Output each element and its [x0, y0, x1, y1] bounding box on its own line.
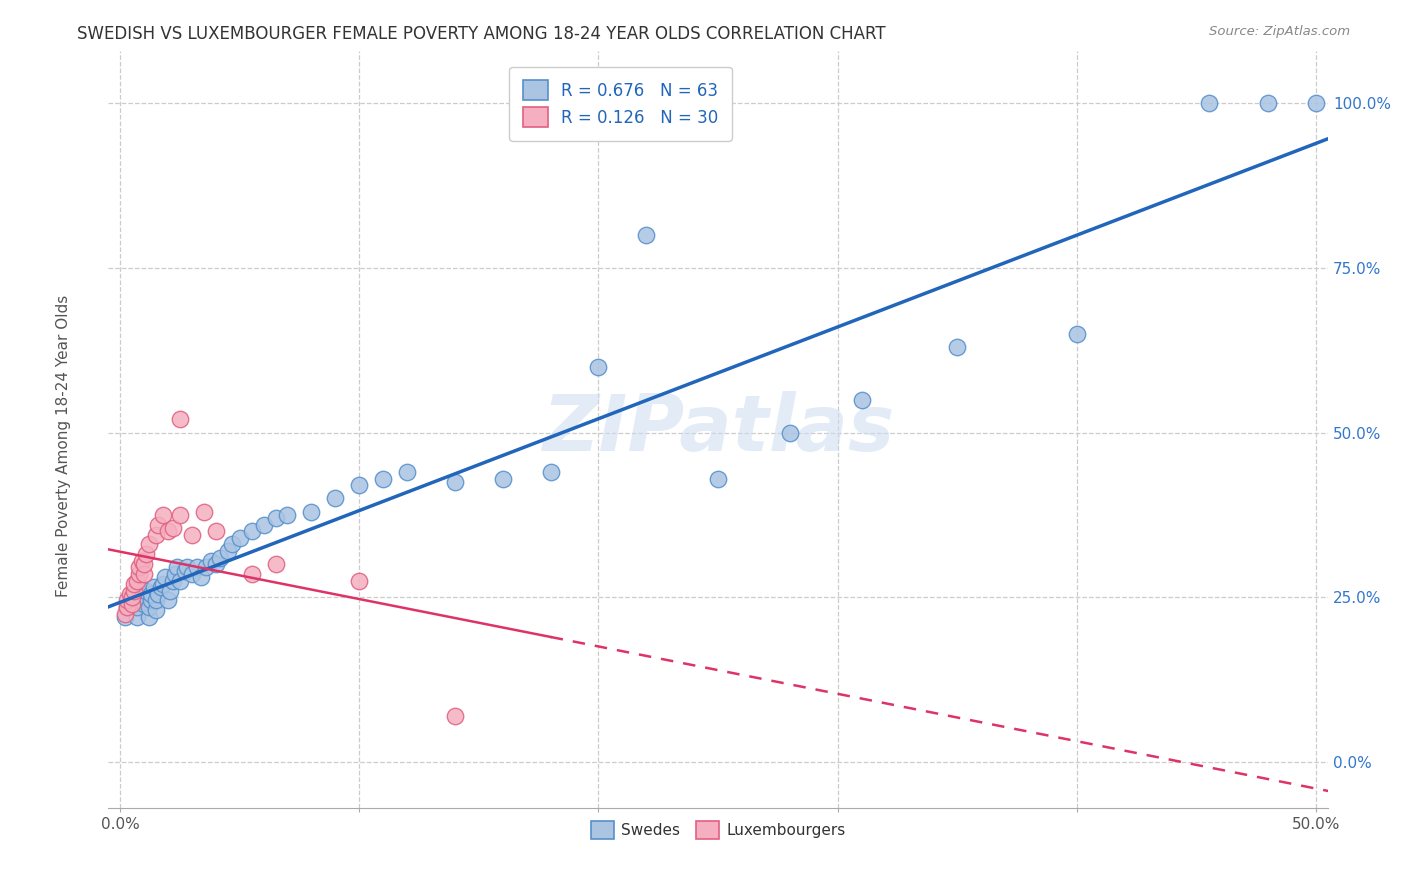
Point: [114, 607, 136, 621]
Point: [155, 570, 177, 584]
Point: [132, 557, 155, 571]
Point: [169, 508, 191, 522]
Point: [1066, 326, 1088, 341]
Point: [169, 574, 191, 588]
Point: [1257, 96, 1279, 111]
Point: [145, 593, 167, 607]
Point: [166, 560, 188, 574]
Point: [190, 570, 212, 584]
Point: [145, 527, 167, 541]
Point: [156, 524, 179, 539]
Point: [121, 593, 143, 607]
Point: [132, 590, 155, 604]
Text: Source: ZipAtlas.com: Source: ZipAtlas.com: [1209, 25, 1350, 38]
Point: [588, 359, 610, 374]
Point: [193, 504, 215, 518]
Text: SWEDISH VS LUXEMBOURGER FEMALE POVERTY AMONG 18-24 YEAR OLDS CORRELATION CHART: SWEDISH VS LUXEMBOURGER FEMALE POVERTY A…: [77, 25, 886, 43]
Point: [121, 590, 143, 604]
Point: [252, 517, 274, 532]
Point: [121, 590, 143, 604]
Point: [132, 597, 155, 611]
Point: [148, 587, 170, 601]
Point: [121, 597, 143, 611]
Point: [115, 599, 138, 614]
Point: [492, 472, 515, 486]
Legend: Swedes, Luxembourgers: Swedes, Luxembourgers: [585, 814, 852, 846]
Point: [240, 524, 263, 539]
Point: [169, 412, 191, 426]
Point: [131, 587, 153, 601]
Point: [240, 567, 263, 582]
Point: [186, 560, 208, 574]
Text: Female Poverty Among 18-24 Year Olds: Female Poverty Among 18-24 Year Olds: [56, 295, 70, 597]
Point: [142, 580, 165, 594]
Point: [125, 599, 148, 614]
Point: [707, 472, 730, 486]
Point: [176, 560, 198, 574]
Point: [221, 537, 243, 551]
Point: [946, 340, 969, 354]
Point: [444, 475, 467, 489]
Point: [125, 610, 148, 624]
Point: [540, 465, 562, 479]
Point: [264, 511, 287, 525]
Point: [276, 508, 298, 522]
Point: [209, 550, 232, 565]
Point: [149, 580, 172, 594]
Point: [162, 521, 184, 535]
Point: [163, 567, 186, 582]
Point: [152, 508, 174, 522]
Point: [124, 583, 146, 598]
Point: [118, 587, 141, 601]
Point: [204, 557, 226, 571]
Point: [200, 554, 222, 568]
Point: [125, 574, 148, 588]
Point: [138, 610, 160, 624]
Point: [636, 227, 658, 242]
Point: [173, 564, 195, 578]
Point: [152, 577, 174, 591]
Point: [204, 524, 226, 539]
Point: [135, 583, 157, 598]
Point: [1305, 96, 1327, 111]
Point: [396, 465, 419, 479]
Point: [128, 567, 150, 582]
Point: [323, 491, 346, 506]
Point: [195, 560, 218, 574]
Point: [217, 544, 239, 558]
Point: [299, 504, 322, 518]
Point: [135, 547, 157, 561]
Point: [373, 472, 395, 486]
Point: [114, 610, 136, 624]
Point: [115, 593, 138, 607]
Point: [139, 587, 162, 601]
Point: [180, 527, 202, 541]
Point: [349, 478, 371, 492]
Point: [180, 567, 202, 582]
Point: [444, 708, 467, 723]
Point: [162, 574, 184, 588]
Point: [1198, 96, 1220, 111]
Point: [145, 603, 167, 617]
Point: [156, 593, 179, 607]
Point: [851, 392, 873, 407]
Text: ZIPatlas: ZIPatlas: [541, 392, 894, 467]
Point: [138, 599, 160, 614]
Point: [128, 560, 150, 574]
Point: [115, 599, 138, 614]
Point: [159, 583, 181, 598]
Point: [264, 557, 287, 571]
Point: [118, 597, 141, 611]
Point: [779, 425, 801, 440]
Point: [349, 574, 371, 588]
Point: [138, 537, 160, 551]
Point: [128, 593, 150, 607]
Point: [131, 554, 153, 568]
Point: [148, 517, 170, 532]
Point: [228, 531, 250, 545]
Point: [139, 593, 162, 607]
Point: [132, 567, 155, 582]
Point: [124, 577, 146, 591]
